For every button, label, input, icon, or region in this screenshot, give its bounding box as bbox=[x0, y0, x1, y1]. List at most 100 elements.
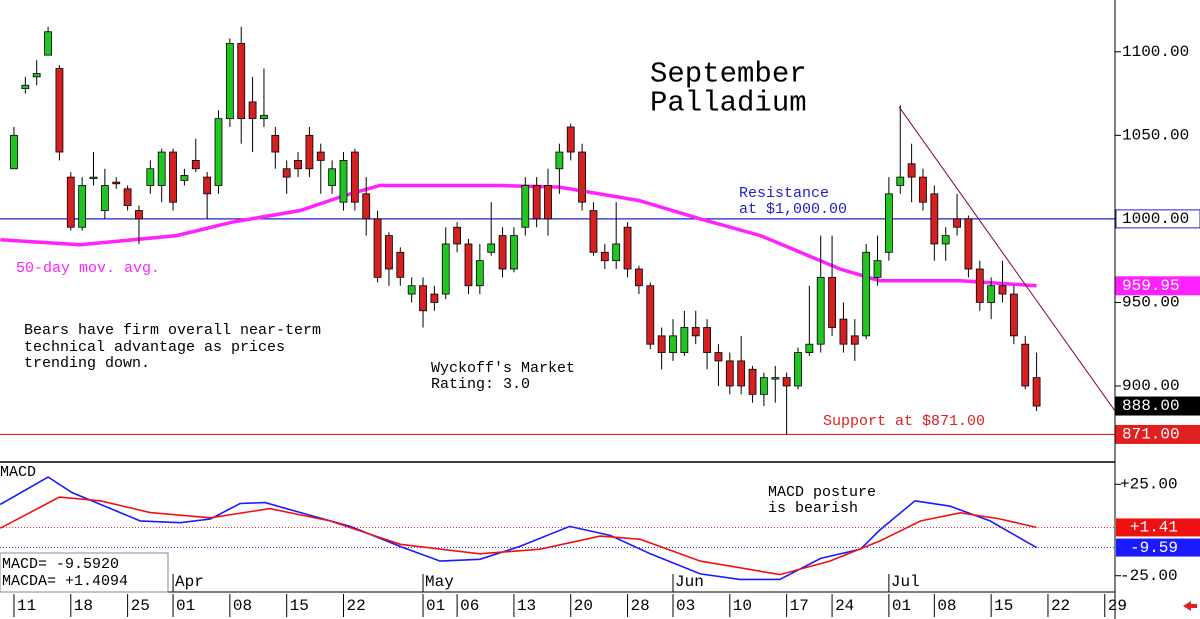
candle-body bbox=[191, 160, 200, 170]
candle-body bbox=[998, 285, 1007, 295]
candle-body bbox=[464, 243, 473, 287]
candle-body bbox=[510, 235, 518, 270]
candle-body bbox=[32, 73, 41, 78]
readout-box bbox=[0, 552, 169, 593]
candle-body bbox=[850, 335, 859, 345]
candle-body bbox=[419, 285, 427, 312]
candle-body bbox=[362, 193, 371, 220]
candle-body bbox=[555, 151, 564, 170]
macd-marker-box bbox=[1116, 538, 1200, 557]
candle-body bbox=[703, 327, 711, 353]
candle-body bbox=[816, 276, 825, 345]
candle-body bbox=[1032, 377, 1041, 407]
candle-body bbox=[350, 151, 359, 203]
y-tick-label: 1050.00 bbox=[1122, 127, 1189, 145]
x-tick-label: 08 bbox=[937, 597, 956, 615]
candle-body bbox=[987, 285, 996, 303]
candle-body bbox=[896, 176, 905, 186]
bears-note: Bears have firm overall near-term bbox=[24, 322, 321, 339]
wyckoff-note: Wyckoff's Market bbox=[431, 360, 575, 377]
x-tick-label: 13 bbox=[517, 597, 536, 615]
candle-body bbox=[600, 251, 609, 262]
x-tick-label: 28 bbox=[631, 597, 650, 615]
candle-body bbox=[316, 151, 325, 161]
x-tick-label: 03 bbox=[676, 597, 695, 615]
candle-body bbox=[612, 243, 621, 262]
macd-note: MACD posture bbox=[768, 484, 876, 501]
price-marker-box bbox=[1115, 209, 1200, 229]
candle-body bbox=[566, 126, 575, 153]
macd-marker-label: +1.41 bbox=[1130, 519, 1178, 537]
candle-body bbox=[453, 226, 462, 245]
candle-body bbox=[578, 151, 586, 203]
wyckoff-note: Rating: 3.0 bbox=[431, 376, 530, 393]
candle-body bbox=[123, 188, 132, 206]
candle-body bbox=[78, 185, 87, 228]
support-note: Support at $871.00 bbox=[823, 413, 985, 430]
candle-body bbox=[873, 260, 882, 278]
candle-body bbox=[805, 343, 814, 353]
candle-body bbox=[862, 251, 871, 337]
x-tick-label: 15 bbox=[290, 597, 309, 615]
macd-line bbox=[0, 496, 1037, 576]
macd-note: is bearish bbox=[768, 500, 858, 517]
candle-body bbox=[941, 235, 950, 245]
candle-body bbox=[839, 318, 848, 345]
candle-body bbox=[975, 268, 984, 303]
bears-note: trending down. bbox=[24, 355, 150, 372]
candle-body bbox=[328, 168, 337, 186]
x-tick-label: 25 bbox=[131, 597, 150, 615]
resistance-note: at $1,000.00 bbox=[739, 201, 847, 218]
candle-body bbox=[589, 210, 598, 253]
scroll-arrow[interactable] bbox=[1183, 601, 1197, 611]
candle-body bbox=[407, 285, 416, 295]
x-tick-label: 20 bbox=[574, 597, 593, 615]
candle-body bbox=[180, 175, 189, 181]
candle-body bbox=[930, 193, 939, 245]
x-tick-label: 01 bbox=[892, 597, 911, 615]
candle-body bbox=[305, 134, 314, 170]
candle-body bbox=[146, 168, 155, 186]
resistance-note: Resistance bbox=[739, 185, 829, 202]
candle-body bbox=[635, 268, 643, 287]
title-line: September bbox=[650, 58, 807, 91]
readout: MACDA= +1.4094 bbox=[2, 573, 128, 590]
x-tick-label: 29 bbox=[1108, 597, 1127, 615]
candle-body bbox=[441, 243, 450, 295]
trendline bbox=[898, 106, 1115, 412]
candle-body bbox=[714, 352, 723, 362]
candle-body bbox=[475, 260, 484, 287]
price-marker-label: 1000.00 bbox=[1122, 210, 1189, 228]
candle-body bbox=[282, 168, 291, 178]
price-panel bbox=[0, 26, 1115, 436]
candle-body bbox=[498, 235, 507, 270]
x-tick-label: 15 bbox=[994, 597, 1013, 615]
month-label: Jul bbox=[891, 573, 920, 591]
price-marker-box bbox=[1115, 396, 1200, 416]
candle-body bbox=[135, 210, 143, 220]
readout: MACD= -9.5920 bbox=[2, 556, 119, 573]
y-tick-label: 950.00 bbox=[1122, 294, 1180, 312]
candle-body bbox=[10, 134, 18, 170]
price-marker-label: 871.00 bbox=[1122, 426, 1180, 444]
candle-body bbox=[771, 377, 780, 380]
candle-body bbox=[828, 276, 836, 328]
y-tick-label: 900.00 bbox=[1122, 377, 1180, 395]
candle-body bbox=[964, 218, 973, 270]
candle-body bbox=[66, 176, 75, 228]
candle-body bbox=[544, 185, 552, 220]
candle-body bbox=[884, 193, 893, 253]
x-tick-label: 24 bbox=[835, 597, 854, 615]
x-tick-label: 22 bbox=[1051, 597, 1070, 615]
macd-label: MACD bbox=[0, 464, 36, 481]
candle-body bbox=[294, 160, 302, 170]
candle-body bbox=[260, 114, 268, 120]
x-tick-label: 18 bbox=[74, 597, 93, 615]
candle-body bbox=[157, 151, 166, 186]
candle-body bbox=[373, 218, 382, 278]
y2-tick-label: -25.00 bbox=[1120, 567, 1178, 585]
candle-body bbox=[44, 31, 52, 56]
macd-line bbox=[0, 476, 1037, 581]
overlay: 11 18 25 01 08 15 22 01 06 13 20 28 03 10 17 24 01 08 15 22… bbox=[13, 43, 1200, 617]
candle-body bbox=[794, 352, 802, 387]
